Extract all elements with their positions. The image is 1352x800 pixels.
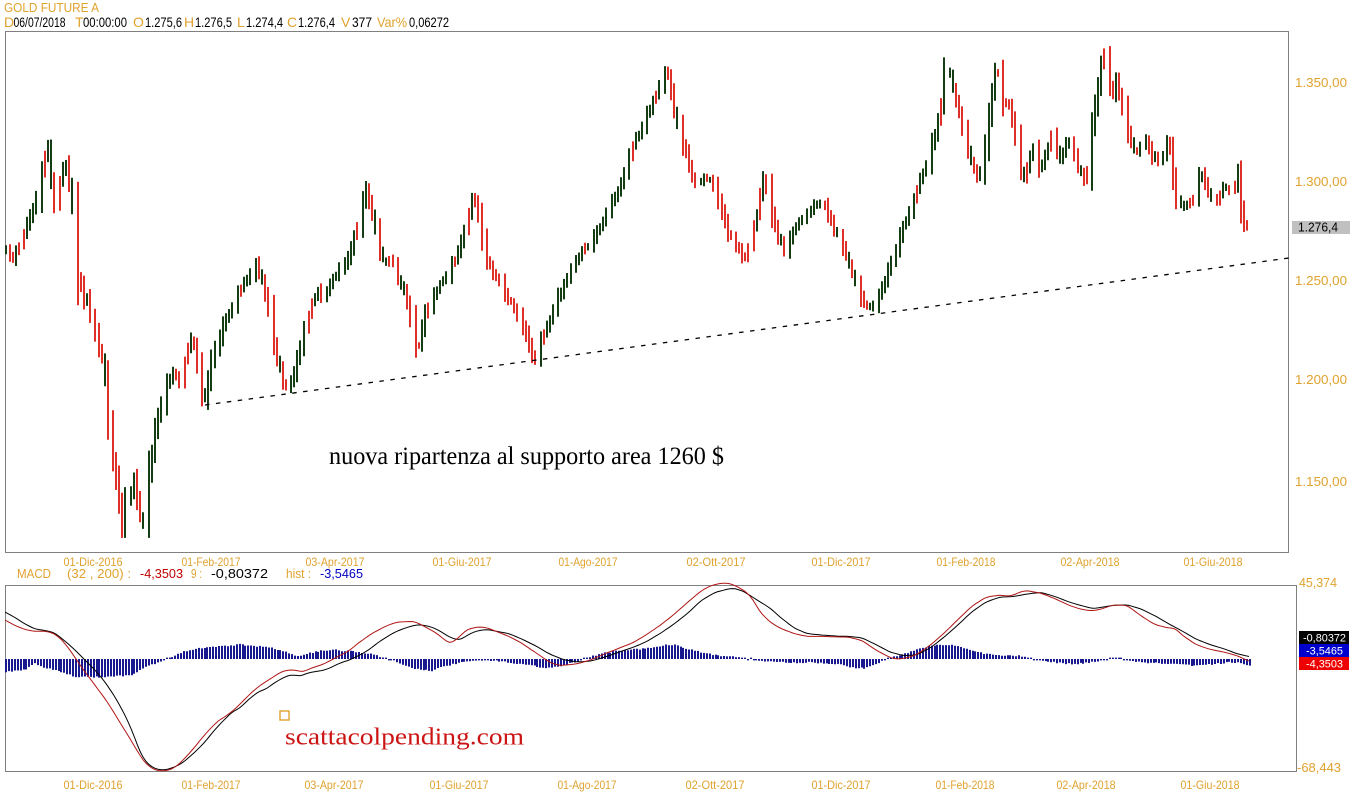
svg-text:01-Giu-2017: 01-Giu-2017	[430, 778, 489, 792]
svg-text:1.200,00: 1.200,00	[1295, 372, 1347, 387]
svg-text:MACD: MACD	[17, 566, 51, 581]
svg-text:Var%: Var%	[377, 14, 407, 30]
svg-text:1.276,4: 1.276,4	[298, 14, 335, 30]
svg-text:O: O	[133, 14, 144, 30]
svg-text:C: C	[287, 14, 297, 30]
svg-text:01-Dic-2016: 01-Dic-2016	[64, 555, 123, 569]
svg-text:D: D	[4, 14, 14, 30]
svg-text:-3,5465: -3,5465	[1306, 646, 1343, 658]
svg-text:01-Giu-2018: 01-Giu-2018	[1181, 778, 1240, 792]
svg-text:1.276,4: 1.276,4	[1298, 220, 1338, 235]
svg-text:-68,443: -68,443	[1297, 760, 1341, 775]
svg-text:02-Ott-2017: 02-Ott-2017	[686, 778, 745, 792]
svg-text:scattacolpending.com: scattacolpending.com	[285, 724, 524, 751]
svg-text:1.276,5: 1.276,5	[195, 14, 232, 30]
svg-text:06/07/2018: 06/07/2018	[14, 14, 66, 30]
svg-text:0,06272: 0,06272	[409, 14, 449, 30]
svg-text:1.274,4: 1.274,4	[246, 14, 283, 30]
svg-text:1.350,00: 1.350,00	[1295, 75, 1347, 90]
svg-text:-4,3503: -4,3503	[140, 566, 183, 581]
svg-text:03-Apr-2017: 03-Apr-2017	[305, 778, 364, 792]
svg-text:02-Ott-2017: 02-Ott-2017	[687, 555, 746, 569]
svg-text:hist :: hist :	[286, 566, 311, 581]
svg-text:V: V	[341, 14, 351, 30]
svg-text:9 :: 9 :	[191, 566, 202, 581]
svg-text:01-Giu-2018: 01-Giu-2018	[1184, 555, 1243, 569]
svg-text:H: H	[184, 14, 194, 30]
svg-text:L: L	[237, 14, 245, 30]
svg-text:-0,80372: -0,80372	[1303, 633, 1346, 645]
svg-text:-0,80372: -0,80372	[211, 566, 268, 581]
svg-text:377: 377	[352, 14, 372, 30]
svg-text:01-Feb-2017: 01-Feb-2017	[182, 555, 241, 569]
svg-text:02-Apr-2018: 02-Apr-2018	[1061, 555, 1120, 569]
svg-text:01-Feb-2018: 01-Feb-2018	[937, 555, 996, 569]
svg-text:01-Dic-2017: 01-Dic-2017	[812, 778, 871, 792]
svg-text:-4,3503: -4,3503	[1306, 659, 1343, 671]
svg-text:02-Apr-2018: 02-Apr-2018	[1057, 778, 1116, 792]
svg-text:03-Apr-2017: 03-Apr-2017	[306, 555, 365, 569]
svg-text:1.150,00: 1.150,00	[1295, 474, 1347, 489]
svg-text:(32 , 200) :: (32 , 200) :	[67, 566, 131, 581]
svg-text:45,374: 45,374	[1299, 575, 1337, 590]
svg-text:GOLD FUTURE A: GOLD FUTURE A	[4, 1, 100, 15]
svg-text:nuova ripartenza al supporto a: nuova ripartenza al supporto area 1260 $	[329, 441, 724, 470]
svg-text:1.250,00: 1.250,00	[1295, 273, 1347, 288]
svg-text:01-Feb-2018: 01-Feb-2018	[936, 778, 995, 792]
svg-text:00:00:00: 00:00:00	[83, 14, 127, 30]
svg-text:-3,5465: -3,5465	[320, 566, 363, 581]
svg-text:T: T	[75, 14, 84, 30]
svg-text:01-Dic-2016: 01-Dic-2016	[64, 778, 123, 792]
svg-text:1.300,00: 1.300,00	[1295, 174, 1347, 189]
svg-text:1.275,6: 1.275,6	[145, 14, 182, 30]
svg-text:01-Ago-2017: 01-Ago-2017	[559, 555, 618, 569]
svg-text:01-Giu-2017: 01-Giu-2017	[433, 555, 492, 569]
svg-text:01-Dic-2017: 01-Dic-2017	[812, 555, 871, 569]
svg-text:01-Ago-2017: 01-Ago-2017	[558, 778, 617, 792]
svg-text:01-Feb-2017: 01-Feb-2017	[182, 778, 241, 792]
